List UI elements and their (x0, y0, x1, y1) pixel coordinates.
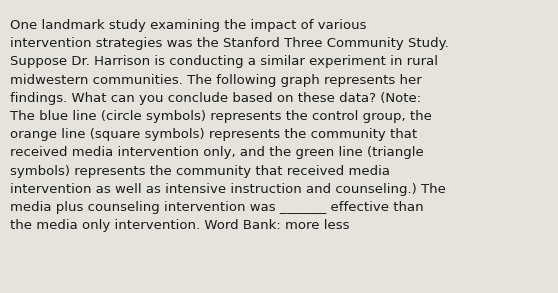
Text: One landmark study examining the impact of various
intervention strategies was t: One landmark study examining the impact … (10, 19, 449, 232)
